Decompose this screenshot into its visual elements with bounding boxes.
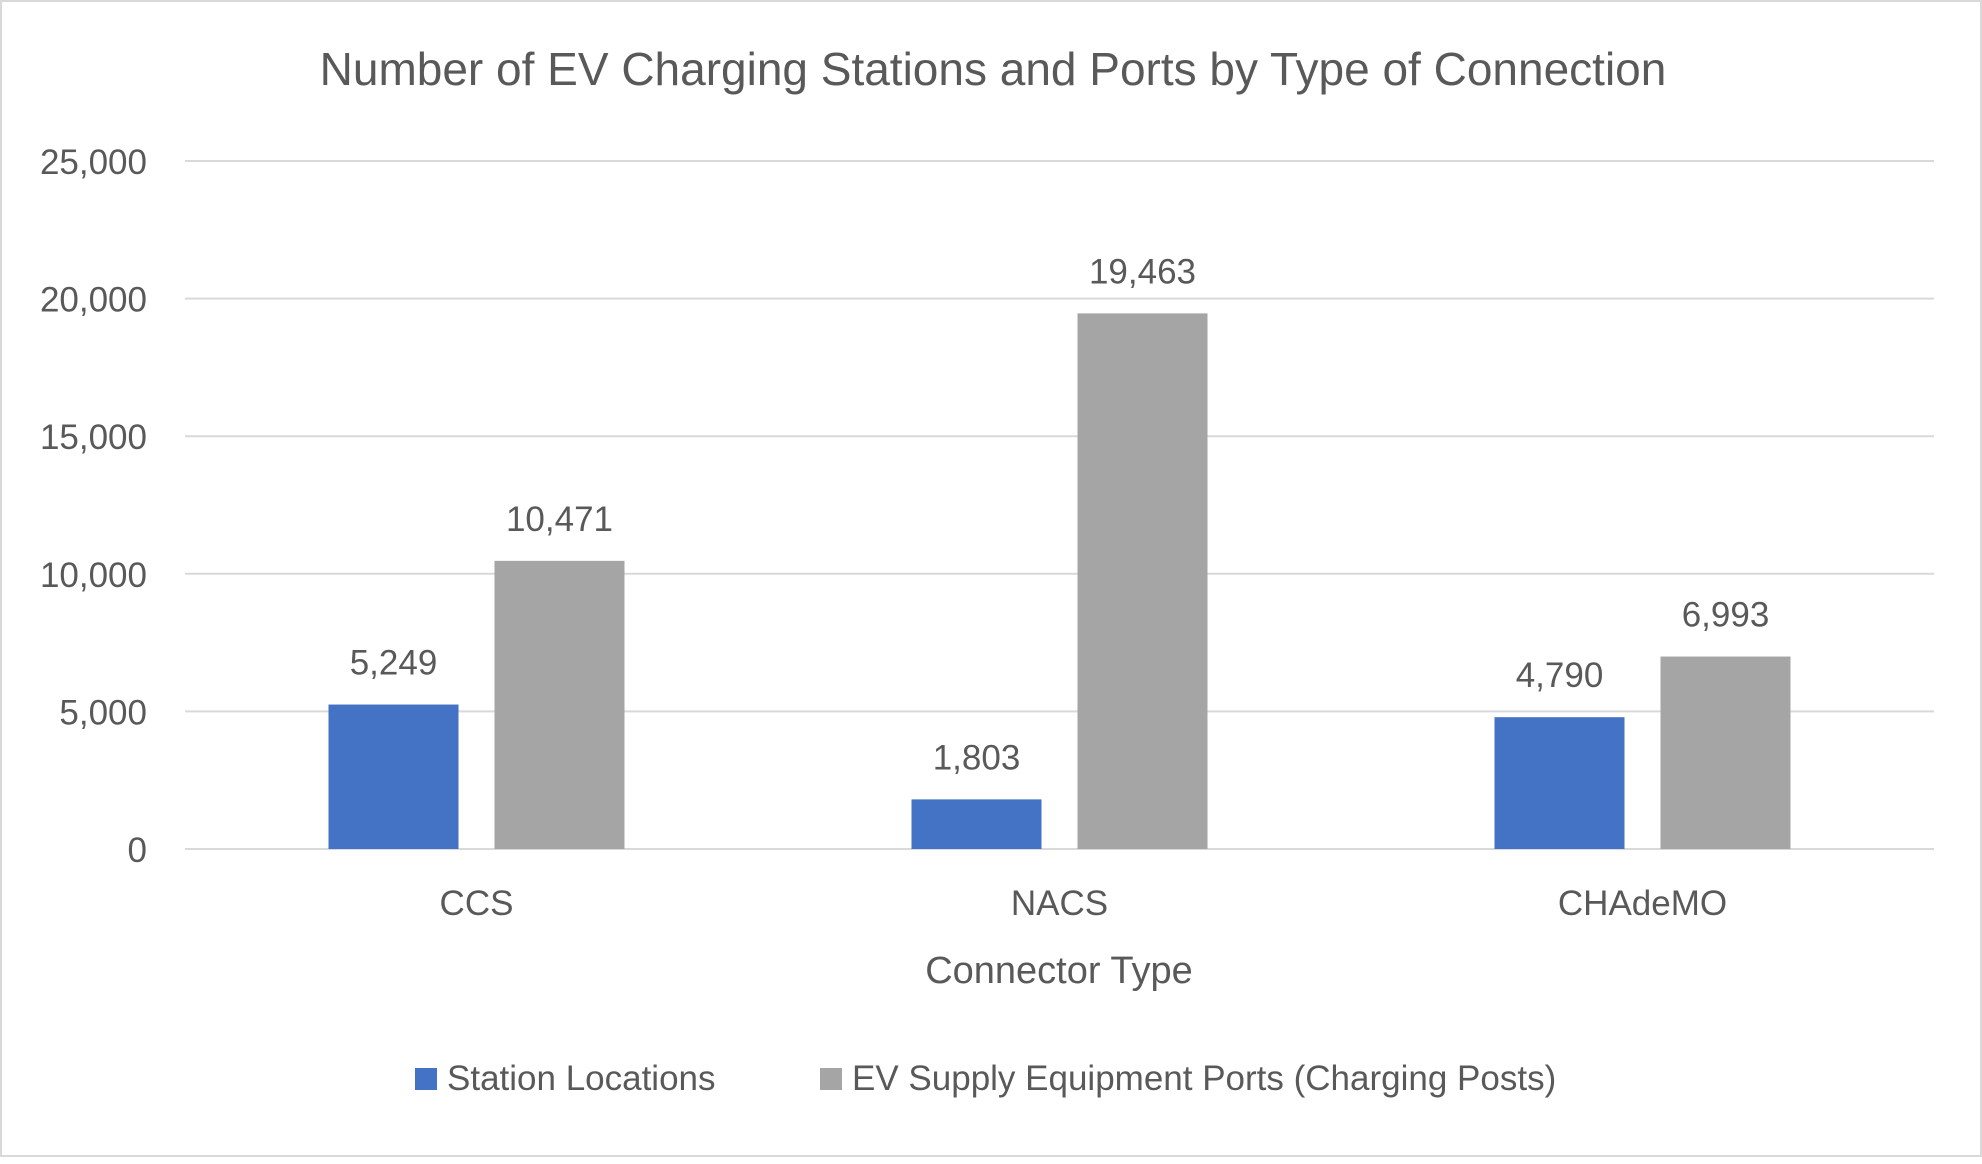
y-tick-label: 5,000 bbox=[59, 693, 147, 732]
data-label: 4,790 bbox=[1516, 656, 1604, 695]
legend-label: EV Supply Equipment Ports (Charging Post… bbox=[852, 1059, 1556, 1098]
data-label: 6,993 bbox=[1682, 596, 1770, 635]
y-tick-label: 15,000 bbox=[40, 418, 147, 457]
data-label: 1,803 bbox=[933, 738, 1021, 777]
bar-ccs-series-2 bbox=[494, 560, 625, 849]
legend-swatch bbox=[820, 1068, 842, 1090]
legend: Station Locations EV Supply Equipment Por… bbox=[415, 1059, 1556, 1098]
bar-ccs-series-1 bbox=[328, 704, 459, 849]
x-tick-label: NACS bbox=[1011, 884, 1108, 923]
data-labels: 5,249 10,471 1,803 19,463 4,790 6,993 bbox=[350, 252, 1770, 777]
legend-label: Station Locations bbox=[447, 1059, 716, 1098]
y-tick-label: 25,000 bbox=[40, 143, 147, 182]
y-tick-label: 10,000 bbox=[40, 556, 147, 595]
x-axis-title: Connector Type bbox=[925, 950, 1193, 992]
data-label: 5,249 bbox=[350, 644, 438, 683]
chart-title: Number of EV Charging Stations and Ports… bbox=[320, 43, 1667, 95]
data-label: 19,463 bbox=[1089, 252, 1196, 291]
legend-swatch bbox=[415, 1068, 437, 1090]
bars bbox=[328, 313, 1791, 849]
gridlines bbox=[185, 160, 1934, 850]
bar-nacs-series-2 bbox=[1077, 313, 1208, 849]
bar-chademo-series-2 bbox=[1660, 656, 1791, 849]
data-label: 10,471 bbox=[506, 500, 613, 539]
y-tick-label: 20,000 bbox=[40, 281, 147, 320]
y-axis-tick-labels: 0 5,000 10,000 15,000 20,000 25,000 bbox=[40, 143, 147, 870]
x-tick-label: CCS bbox=[440, 884, 514, 923]
x-axis-tick-labels: CCS NACS CHAdeMO bbox=[440, 884, 1728, 923]
y-tick-label: 0 bbox=[128, 831, 147, 870]
bar-chademo-series-1 bbox=[1494, 717, 1625, 849]
bar-nacs-series-1 bbox=[911, 799, 1042, 849]
x-tick-label: CHAdeMO bbox=[1558, 884, 1727, 923]
